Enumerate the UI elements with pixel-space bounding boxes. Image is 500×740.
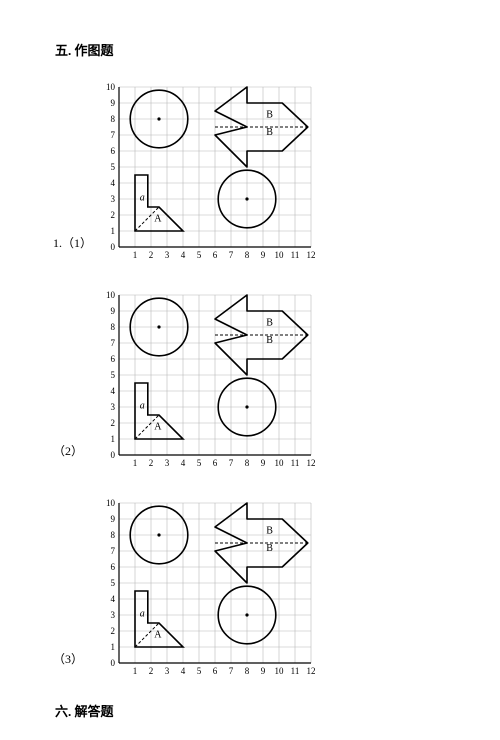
svg-text:8: 8	[245, 458, 250, 468]
svg-text:5: 5	[197, 666, 202, 676]
svg-text:10: 10	[106, 498, 116, 508]
svg-text:5: 5	[197, 250, 202, 260]
svg-text:10: 10	[275, 250, 285, 260]
svg-text:4: 4	[181, 458, 186, 468]
section-5-title: 五. 作图题	[55, 40, 445, 59]
svg-text:8: 8	[111, 322, 116, 332]
svg-text:0: 0	[111, 242, 116, 252]
grid-figure-1: 012345678910123456789101112AaBB	[95, 77, 325, 263]
svg-text:3: 3	[165, 458, 170, 468]
svg-text:3: 3	[165, 250, 170, 260]
svg-text:a: a	[140, 609, 145, 620]
svg-text:2: 2	[149, 250, 154, 260]
figure-3: （3） 012345678910123456789101112AaBB	[95, 493, 445, 679]
svg-text:4: 4	[181, 250, 186, 260]
svg-text:7: 7	[111, 130, 116, 140]
svg-text:7: 7	[229, 666, 234, 676]
svg-text:6: 6	[111, 354, 116, 364]
svg-text:7: 7	[229, 458, 234, 468]
svg-text:6: 6	[213, 458, 218, 468]
svg-text:5: 5	[111, 162, 116, 172]
svg-text:6: 6	[213, 250, 218, 260]
grid-figure-2: 012345678910123456789101112AaBB	[95, 285, 325, 471]
svg-text:B: B	[266, 317, 273, 328]
svg-text:9: 9	[261, 666, 266, 676]
section-6-title: 六. 解答题	[55, 701, 445, 720]
svg-text:B: B	[266, 335, 273, 346]
svg-text:10: 10	[275, 666, 285, 676]
svg-text:7: 7	[229, 250, 234, 260]
svg-text:A: A	[154, 629, 162, 640]
svg-text:12: 12	[307, 250, 316, 260]
svg-text:5: 5	[197, 458, 202, 468]
svg-text:6: 6	[111, 562, 116, 572]
svg-text:9: 9	[111, 514, 116, 524]
svg-text:4: 4	[111, 386, 116, 396]
svg-text:5: 5	[111, 370, 116, 380]
svg-text:3: 3	[165, 666, 170, 676]
svg-text:7: 7	[111, 338, 116, 348]
svg-text:B: B	[266, 525, 273, 536]
svg-text:11: 11	[291, 250, 300, 260]
svg-text:9: 9	[261, 250, 266, 260]
svg-text:11: 11	[291, 666, 300, 676]
svg-text:5: 5	[111, 578, 116, 588]
svg-text:2: 2	[111, 418, 116, 428]
svg-text:8: 8	[111, 530, 116, 540]
svg-text:4: 4	[111, 594, 116, 604]
svg-text:1: 1	[111, 434, 116, 444]
svg-text:2: 2	[149, 666, 154, 676]
svg-text:8: 8	[111, 114, 116, 124]
svg-text:4: 4	[181, 666, 186, 676]
svg-text:A: A	[154, 213, 162, 224]
svg-text:a: a	[140, 401, 145, 412]
svg-text:B: B	[266, 109, 273, 120]
svg-text:12: 12	[307, 666, 316, 676]
svg-text:1: 1	[111, 226, 116, 236]
svg-text:1: 1	[133, 458, 138, 468]
svg-text:a: a	[140, 193, 145, 204]
svg-text:A: A	[154, 421, 162, 432]
svg-text:10: 10	[275, 458, 285, 468]
svg-text:7: 7	[111, 546, 116, 556]
svg-text:4: 4	[111, 178, 116, 188]
svg-text:2: 2	[149, 458, 154, 468]
svg-text:0: 0	[111, 658, 116, 668]
svg-text:2: 2	[111, 210, 116, 220]
svg-text:3: 3	[111, 402, 116, 412]
svg-text:1: 1	[133, 250, 138, 260]
svg-text:11: 11	[291, 458, 300, 468]
svg-text:6: 6	[111, 146, 116, 156]
svg-text:3: 3	[111, 610, 116, 620]
svg-text:10: 10	[106, 290, 116, 300]
svg-text:12: 12	[307, 458, 316, 468]
svg-text:9: 9	[261, 458, 266, 468]
svg-text:3: 3	[111, 194, 116, 204]
svg-text:1: 1	[133, 666, 138, 676]
figure-2-label: （2）	[53, 442, 83, 459]
svg-text:9: 9	[111, 98, 116, 108]
grid-figure-3: 012345678910123456789101112AaBB	[95, 493, 325, 679]
svg-text:1: 1	[111, 642, 116, 652]
svg-text:0: 0	[111, 450, 116, 460]
figure-2: （2） 012345678910123456789101112AaBB	[95, 285, 445, 471]
svg-text:8: 8	[245, 250, 250, 260]
figure-3-label: （3）	[53, 650, 83, 667]
svg-text:B: B	[266, 127, 273, 138]
svg-text:B: B	[266, 543, 273, 554]
svg-text:10: 10	[106, 82, 116, 92]
svg-text:6: 6	[213, 666, 218, 676]
svg-text:8: 8	[245, 666, 250, 676]
figure-1: 1.（1） 012345678910123456789101112AaBB	[95, 77, 445, 263]
svg-text:2: 2	[111, 626, 116, 636]
svg-text:9: 9	[111, 306, 116, 316]
figure-1-label: 1.（1）	[53, 234, 92, 251]
